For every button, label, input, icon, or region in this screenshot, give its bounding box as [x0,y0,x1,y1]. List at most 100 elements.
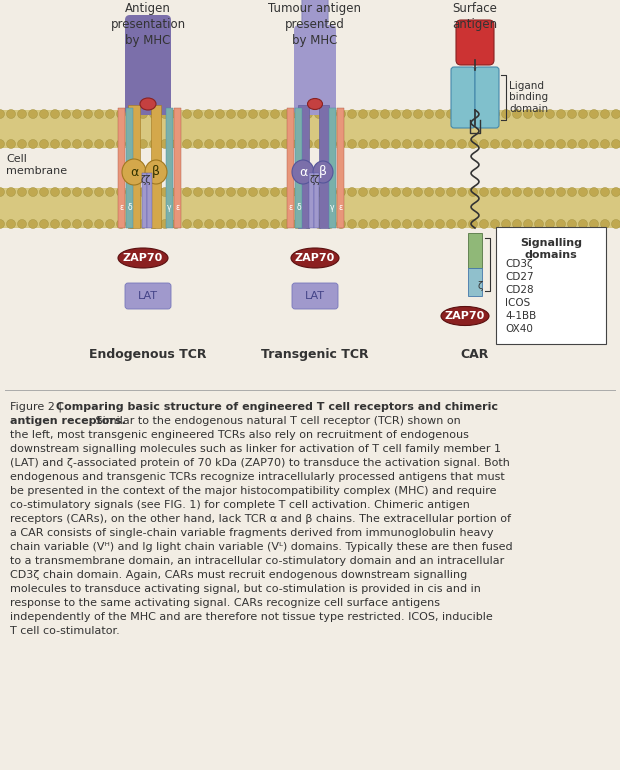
Text: δ: δ [127,203,132,213]
Circle shape [29,139,37,149]
Circle shape [391,188,401,196]
Text: T cell co-stimulator.: T cell co-stimulator. [10,626,120,636]
Circle shape [50,139,60,149]
Text: ε: ε [288,203,293,213]
Text: ε: ε [175,203,180,213]
Circle shape [0,139,4,149]
Circle shape [425,219,433,229]
Circle shape [578,219,588,229]
Circle shape [237,219,247,229]
Circle shape [567,139,577,149]
Circle shape [414,188,422,196]
Circle shape [138,109,148,119]
Circle shape [293,139,301,149]
Circle shape [94,139,104,149]
Circle shape [370,219,378,229]
Circle shape [149,219,159,229]
Circle shape [381,139,389,149]
Circle shape [601,219,609,229]
Text: co-stimulatory signals (see FIG. 1) for complete T cell activation. Chimeric ant: co-stimulatory signals (see FIG. 1) for … [10,500,470,510]
Circle shape [6,109,16,119]
FancyBboxPatch shape [475,67,499,128]
Circle shape [414,109,422,119]
Text: be presented in the context of the major histocompatibility complex (MHC) and re: be presented in the context of the major… [10,486,497,496]
Circle shape [358,188,368,196]
Circle shape [161,219,169,229]
Circle shape [117,109,125,119]
Circle shape [304,139,312,149]
Circle shape [40,188,48,196]
Circle shape [216,219,224,229]
Circle shape [402,109,412,119]
Circle shape [73,219,81,229]
Circle shape [601,139,609,149]
Circle shape [128,219,136,229]
Circle shape [161,139,169,149]
Bar [147,173,152,228]
Circle shape [414,219,422,229]
Circle shape [73,109,81,119]
Bar [295,108,302,228]
Circle shape [326,219,335,229]
Text: Figure 2 |: Figure 2 | [10,402,66,413]
Circle shape [281,219,291,229]
Circle shape [281,109,291,119]
Circle shape [237,188,247,196]
Circle shape [29,109,37,119]
Text: δ: δ [296,203,301,213]
Circle shape [182,219,192,229]
Text: a CAR consists of single-chain variable fragments derived from immunoglobulin he: a CAR consists of single-chain variable … [10,528,494,538]
Circle shape [523,219,533,229]
Circle shape [105,188,115,196]
Text: CAR: CAR [461,348,489,361]
Circle shape [435,219,445,229]
Circle shape [17,109,27,119]
Circle shape [40,219,48,229]
Circle shape [6,219,16,229]
Circle shape [193,109,203,119]
Circle shape [479,188,489,196]
Circle shape [546,219,554,229]
Circle shape [270,109,280,119]
Text: CD3ζ chain domain. Again, CARs must recruit endogenous downstream signalling: CD3ζ chain domain. Again, CARs must recr… [10,570,467,580]
Circle shape [73,188,81,196]
Ellipse shape [118,248,168,268]
Text: CD3ζ: CD3ζ [505,259,533,269]
Circle shape [40,109,48,119]
Text: ζ: ζ [477,281,482,291]
Circle shape [182,139,192,149]
Circle shape [138,219,148,229]
Circle shape [469,109,477,119]
Bar [0,188,620,228]
Circle shape [249,139,257,149]
Text: Transgenic TCR: Transgenic TCR [261,348,369,361]
Circle shape [205,109,213,119]
Bar [468,233,482,268]
Circle shape [578,188,588,196]
Bar [314,173,319,228]
Circle shape [502,139,510,149]
Circle shape [260,109,268,119]
Bar [329,108,336,228]
Circle shape [260,188,268,196]
Text: Antigen
presentation
by MHC: Antigen presentation by MHC [110,2,185,47]
Circle shape [479,219,489,229]
Circle shape [314,139,324,149]
Circle shape [347,109,356,119]
Circle shape [567,109,577,119]
Bar [126,108,133,228]
FancyBboxPatch shape [125,15,171,115]
Circle shape [128,139,136,149]
Text: CD27: CD27 [505,272,534,282]
Bar [142,173,147,228]
Circle shape [370,188,378,196]
Circle shape [270,219,280,229]
Text: 4-1BB: 4-1BB [505,311,536,321]
Circle shape [370,109,378,119]
Circle shape [84,109,92,119]
Circle shape [435,109,445,119]
Circle shape [193,219,203,229]
Circle shape [304,219,312,229]
Circle shape [182,188,192,196]
Circle shape [513,188,521,196]
